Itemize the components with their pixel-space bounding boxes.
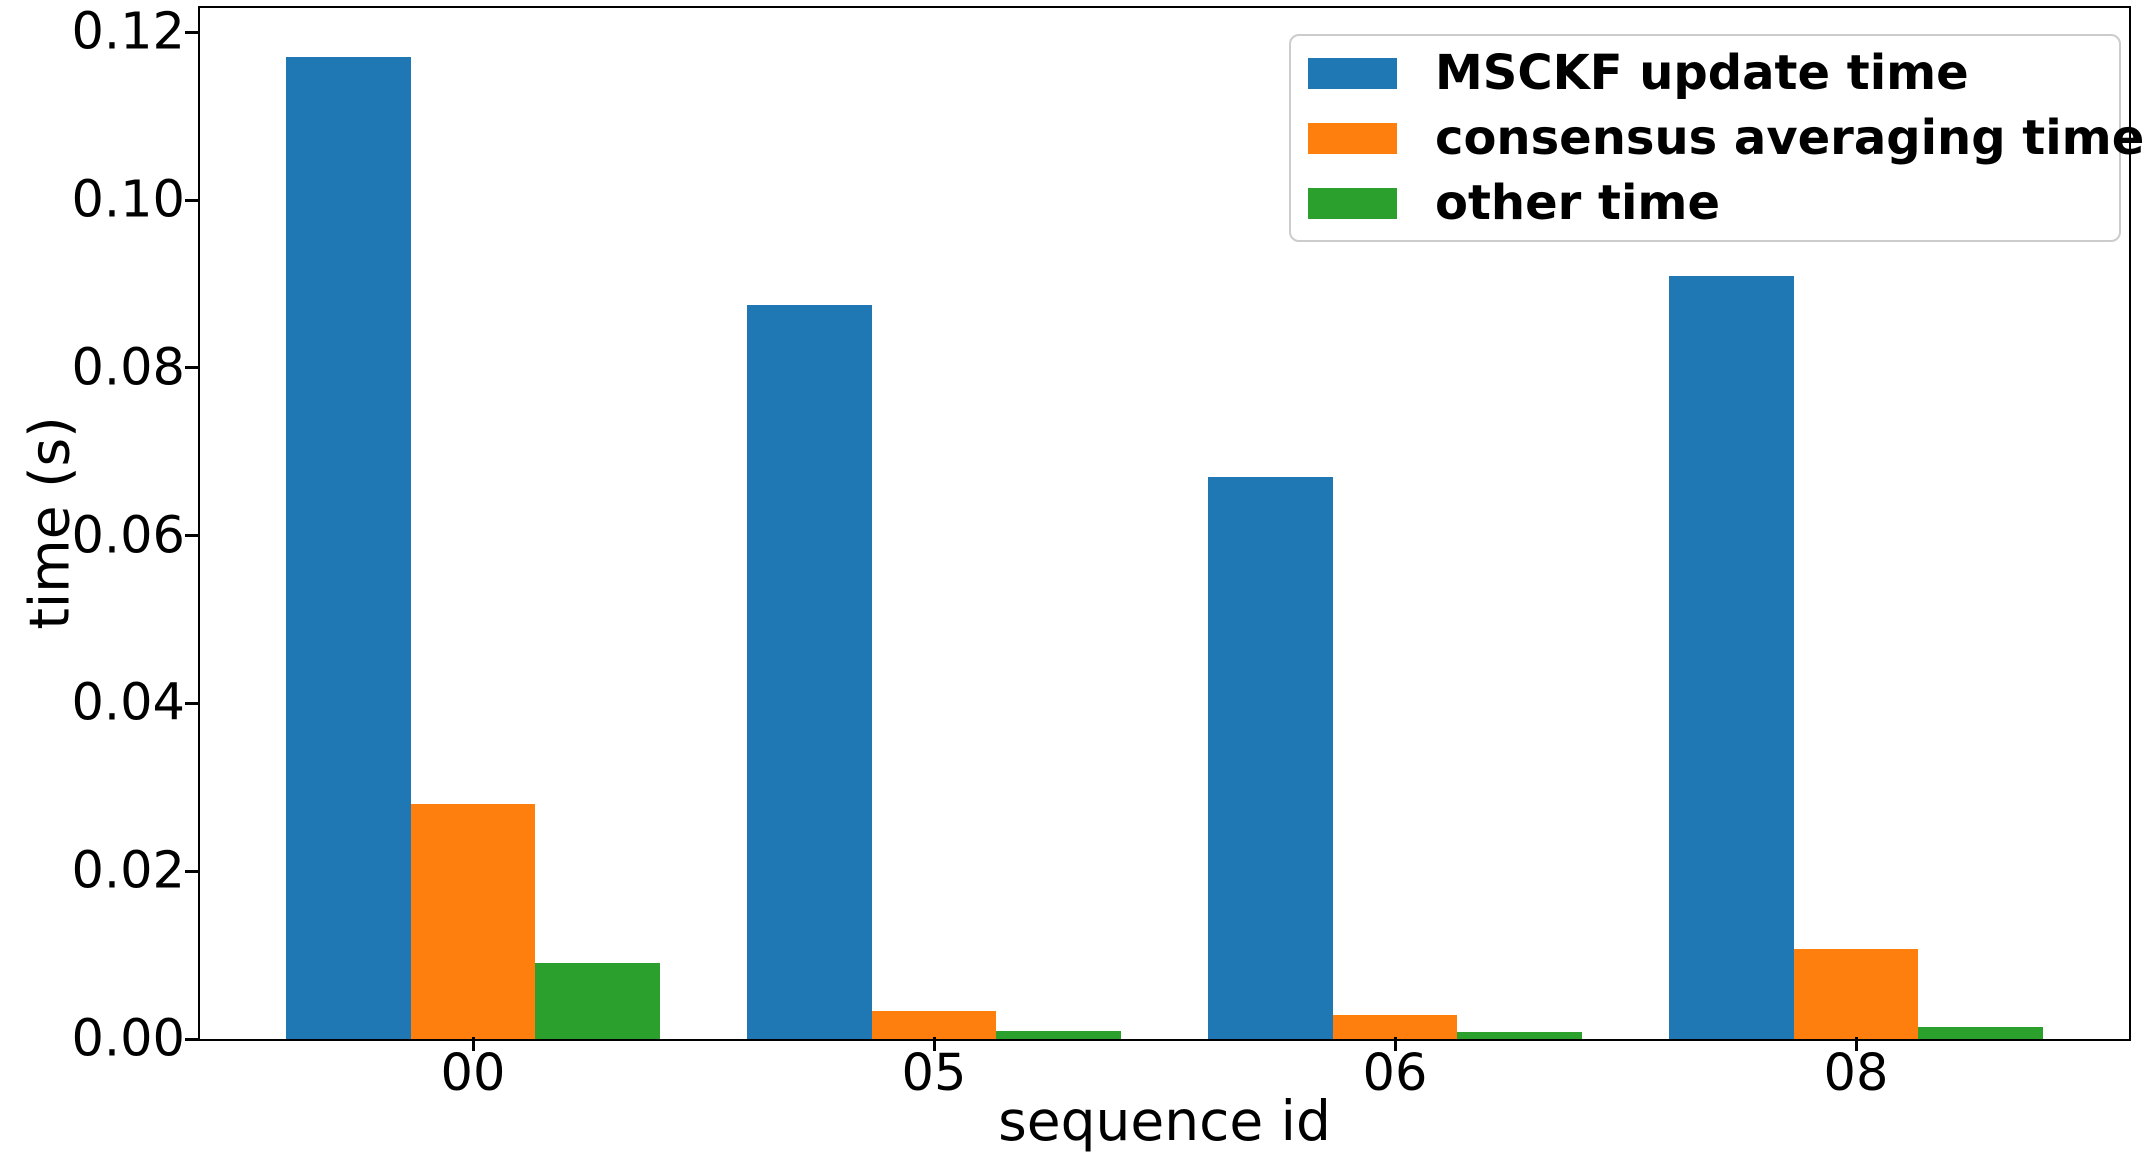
y-axis-label: time (s) xyxy=(17,416,82,630)
x-axis-label: sequence id xyxy=(998,1089,1331,1153)
legend-color-patch xyxy=(1308,122,1397,154)
y-tick-label: 0.04 xyxy=(71,673,185,733)
y-tick-mark xyxy=(185,198,198,202)
y-tick-label: 0.12 xyxy=(71,2,185,62)
y-tick-mark xyxy=(185,366,198,370)
y-tick-label: 0.02 xyxy=(71,841,185,901)
bar-series0-cat05 xyxy=(747,305,872,1039)
bar-series1-cat06 xyxy=(1332,1015,1458,1039)
y-tick-mark xyxy=(185,1037,198,1041)
y-tick-label: 0.06 xyxy=(71,506,185,566)
x-tick-mark xyxy=(471,1037,475,1051)
bar-series1-cat08 xyxy=(1793,949,1919,1039)
legend-color-patch xyxy=(1308,57,1397,89)
legend-row: MSCKF update time xyxy=(1308,45,2119,101)
bar-series2-cat05 xyxy=(996,1031,1121,1039)
y-tick-mark xyxy=(185,534,198,538)
bar-series0-cat00 xyxy=(286,57,411,1039)
legend-label: consensus averaging time xyxy=(1435,110,2144,166)
y-tick-mark xyxy=(185,869,198,873)
y-tick-mark xyxy=(185,701,198,705)
x-tick-mark xyxy=(1393,1037,1397,1051)
legend: MSCKF update time consensus averaging tim… xyxy=(1289,34,2144,242)
bar-series1-cat00 xyxy=(410,804,536,1039)
legend-label: other time xyxy=(1435,175,1720,231)
bar-series2-cat08 xyxy=(1918,1027,2043,1039)
bar-series0-cat08 xyxy=(1669,276,1794,1039)
bar-series2-cat00 xyxy=(535,963,660,1039)
legend-row: other time xyxy=(1308,175,2119,231)
plot-area xyxy=(185,6,2131,1051)
bar-series1-cat05 xyxy=(871,1011,997,1039)
y-tick-label: 0.00 xyxy=(71,1009,185,1069)
y-tick-label: 0.10 xyxy=(71,170,185,230)
legend-label: MSCKF update time xyxy=(1435,45,1969,101)
legend-row: consensus averaging time xyxy=(1308,110,2144,166)
bar-series2-cat06 xyxy=(1457,1032,1582,1039)
x-tick-label: 05 xyxy=(901,1044,967,1103)
x-tick-label: 06 xyxy=(1362,1044,1428,1103)
y-tick-label: 0.08 xyxy=(71,338,185,398)
bar-series0-cat06 xyxy=(1208,477,1333,1039)
x-tick-label: 00 xyxy=(440,1044,506,1103)
legend-color-patch xyxy=(1308,187,1397,219)
x-tick-label: 08 xyxy=(1823,1044,1889,1103)
y-tick-mark xyxy=(185,30,198,34)
x-tick-mark xyxy=(1854,1037,1858,1051)
x-tick-mark xyxy=(932,1037,936,1051)
